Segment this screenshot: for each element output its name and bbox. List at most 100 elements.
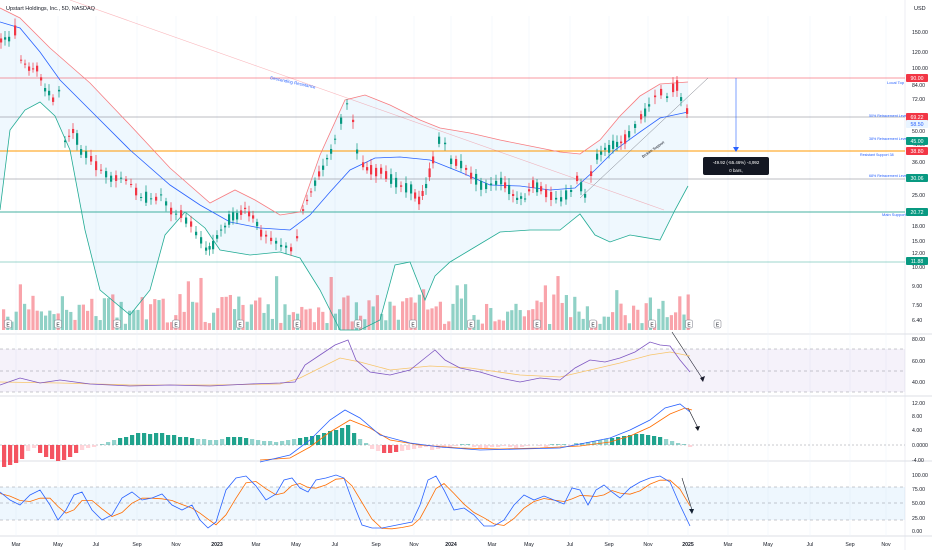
stoch-down-arrow[interactable] [681,477,693,511]
volume-bar [275,276,279,330]
volume-bar [501,320,505,330]
volume-bar [678,296,682,330]
volume-bar [69,311,73,330]
candle-body [195,231,198,236]
candle-body [232,212,235,221]
volume-bar [220,297,224,330]
candle-body [8,36,11,42]
macd-histogram-bar [160,433,165,445]
volume-bar [161,298,165,330]
price-badge-text: 58.50 [911,122,924,128]
volume-bar [497,319,501,330]
candle-body [390,174,393,184]
volume-bar [543,285,547,330]
macd-histogram-bar [316,435,321,445]
macd-histogram-bar [340,428,345,445]
earnings-box [4,319,12,329]
macd-histogram-bar [298,438,303,445]
time-axis[interactable]: Mar May Jul Sep Nov 2023 Mar May Jul Sep Nov 2024 Ma… [12,542,891,548]
candle-body [306,199,309,202]
time-tick: May [291,542,301,548]
measure-tooltip[interactable]: -49.92 (-55.46%) -4,992 0 bars, [703,157,769,175]
macd-histogram-bar [430,445,435,450]
candle-body [532,180,535,188]
earnings-letter: E [716,323,720,329]
candle-body [504,182,507,189]
price-badge [906,147,928,155]
horizontal-levels[interactable] [0,77,905,263]
candle-body [428,168,431,178]
volume-bar [535,300,539,330]
candle-body [414,192,417,199]
macd-histogram-bar [412,445,417,449]
volume-bar [212,312,216,330]
earnings-letter: E [295,323,299,329]
candle-body [584,193,587,198]
volume-bar [577,311,581,330]
descending-resistance-line[interactable] [69,0,665,211]
candle-body [450,158,453,165]
earnings-marker[interactable]: E [113,319,121,329]
earnings-marker[interactable]: E [236,319,244,329]
candle-body [150,198,153,200]
volume-bar [102,298,106,330]
candle-body [600,151,603,155]
earnings-box [533,319,541,329]
rsi-arrowhead [700,376,705,382]
macd-histogram-bar [286,440,291,445]
macd-histogram-bar [598,440,603,445]
macd-histogram-bar [322,433,327,445]
candle-body [528,189,531,192]
candle-body [175,213,178,215]
candle-body [640,114,643,120]
volume-bar [422,289,426,330]
rsi-line [0,339,691,387]
macd-histogram-bar [652,436,657,445]
earnings-marker[interactable]: E [293,319,301,329]
price-tick: 7.50 [912,303,922,309]
earnings-box [589,319,597,329]
macd-histogram-bar [478,445,483,448]
macd-histogram-bar [520,445,525,447]
earnings-marker[interactable]: E [409,319,417,329]
earnings-marker[interactable]: E [685,319,693,329]
earnings-marker[interactable]: E [533,319,541,329]
local-top-label: Local Top [887,80,905,85]
volume-bar [60,296,64,330]
candle-body [330,148,333,154]
macd-histogram-bar [376,445,381,451]
volume-bar [674,312,678,330]
volume-bar [149,304,153,330]
macd-histogram-bar [400,445,405,451]
broken-support-line[interactable] [579,77,709,199]
candle-body [455,159,458,166]
rsi-pane[interactable] [0,339,905,393]
price-badge-text: 90.00 [911,76,924,82]
candle-body [314,180,317,186]
candle-body [236,212,239,220]
currency-label: USD [914,6,926,12]
price-tick: 120.00 [912,50,928,56]
earnings-marker[interactable]: E [54,319,62,329]
volume-bar [270,318,274,330]
macd-histogram-bar [670,441,675,445]
earnings-marker[interactable]: E [4,319,12,329]
retracement-50-label: 50% Retracement Level [869,114,908,118]
macd-pane[interactable] [0,403,905,467]
candle-body [190,221,193,227]
volume-bar [627,323,631,330]
volume-bar [44,315,48,330]
candle-body [58,89,61,92]
candle-body [0,38,3,43]
candle-body [334,138,337,140]
stochastic-pane[interactable] [0,474,905,530]
earnings-marker[interactable]: E [354,319,362,329]
candle-body [520,196,523,199]
earnings-marker[interactable]: E [467,319,475,329]
macd-histogram-bar [124,437,129,445]
earnings-marker[interactable]: E [648,319,656,329]
earnings-marker[interactable]: E [589,319,597,329]
earnings-marker-future[interactable]: E [713,319,722,329]
earnings-marker[interactable]: E [172,319,180,329]
